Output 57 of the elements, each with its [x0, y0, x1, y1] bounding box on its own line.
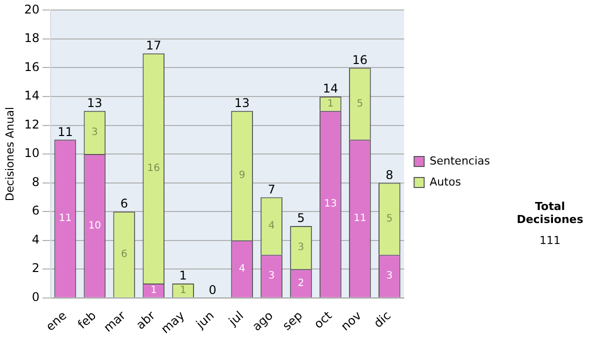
y-tick-label: 10	[24, 146, 40, 160]
total-label: 0	[208, 283, 216, 298]
y-axis-title: Decisiones Anual	[3, 106, 16, 202]
data-label: 11	[354, 213, 366, 224]
data-label: 13	[324, 198, 337, 210]
y-tick-label: 6	[32, 204, 40, 218]
data-label: 1	[180, 285, 186, 296]
y-tick-label: 12	[24, 117, 40, 132]
x-tick-label: sep	[280, 308, 306, 333]
total-label: 8	[386, 168, 394, 182]
total-label: 1	[179, 268, 187, 283]
data-label: 4	[268, 220, 275, 232]
x-tick-label: ene	[43, 308, 70, 334]
y-tick-label: 16	[24, 60, 40, 74]
total-label: 13	[87, 96, 102, 110]
text: 111	[538, 234, 562, 247]
data-label: 9	[238, 170, 246, 182]
y-tick-label: 2	[32, 261, 40, 276]
data-label: 11	[58, 213, 72, 224]
data-label: 5	[356, 98, 364, 110]
legend-label: Autos	[430, 175, 462, 188]
y-tick-label: 0	[32, 290, 40, 304]
total-label: 7	[268, 182, 276, 196]
data-label: 4	[238, 263, 246, 274]
x-tick-label: dic	[371, 308, 394, 331]
data-label: 10	[88, 220, 102, 232]
text: Total Decisiones	[516, 200, 584, 226]
x-tick-label: abr	[134, 308, 158, 332]
data-label: 16	[147, 163, 160, 174]
data-label: 3	[268, 270, 275, 282]
total-label: 5	[297, 211, 305, 226]
data-label: 1	[327, 98, 334, 110]
legend-label: Sentencias	[430, 154, 490, 168]
data-label: 6	[120, 249, 128, 260]
data-label: 3	[298, 242, 304, 254]
data-label: 2	[298, 278, 304, 289]
y-tick-label: 4	[32, 232, 40, 246]
total-label: 17	[146, 38, 162, 52]
x-tick-label: jun	[192, 308, 217, 332]
total-label: 14	[322, 82, 338, 96]
y-tick-label: 8	[32, 174, 40, 189]
total-label: 16	[352, 52, 368, 67]
data-label: 1	[150, 285, 157, 296]
x-tick-label: ago	[250, 308, 276, 334]
x-tick-label: nov	[338, 308, 364, 334]
y-tick-label: 20	[24, 2, 40, 16]
x-tick-label: oct	[311, 308, 335, 332]
x-tick-label: jul	[225, 308, 246, 329]
data-label: 5	[386, 213, 393, 224]
total-label: 11	[58, 124, 73, 139]
total-label: 6	[120, 196, 128, 211]
total-label: 13	[234, 96, 250, 110]
y-tick-label: 14	[24, 88, 40, 103]
y-tick-label: 18	[24, 31, 40, 46]
data-label: 3	[91, 127, 98, 138]
x-tick-label: feb	[75, 308, 99, 332]
data-label: 3	[386, 270, 393, 282]
